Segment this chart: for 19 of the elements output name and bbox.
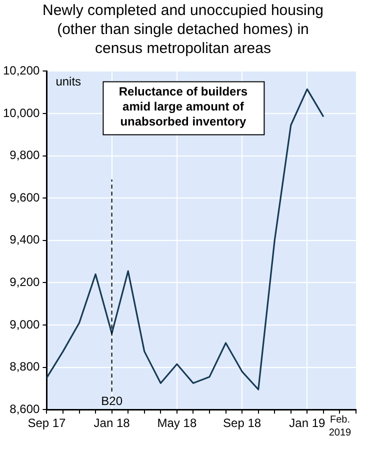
annotation: units xyxy=(56,74,82,89)
x-tick-label: Sep 18 xyxy=(223,416,262,430)
x-tick-label: May 18 xyxy=(157,416,197,430)
y-tick-label: 10,200 xyxy=(3,64,40,78)
x-tick-label: Sep 17 xyxy=(28,416,66,430)
y-tick-label: 9,200 xyxy=(10,275,40,290)
annotation: Reluctance of builders amid large amount of unabsorbed inventory xyxy=(118,84,248,129)
y-tick-label: 9,600 xyxy=(10,190,40,204)
y-tick-label: 9,000 xyxy=(10,317,40,332)
x-tick-label: Jan 19 xyxy=(289,416,326,430)
y-tick-label: 8,600 xyxy=(10,402,40,416)
y-tick-label: 8,800 xyxy=(10,360,40,374)
text: Feb. 2019 xyxy=(328,414,352,438)
ref-line-label: B20 xyxy=(101,394,123,408)
x-tick-label: Jan 18 xyxy=(94,416,130,430)
y-tick-label: 9,400 xyxy=(10,232,40,247)
y-tick-label: 9,800 xyxy=(10,148,40,162)
y-tick-label: 10,000 xyxy=(3,106,40,120)
chart-title: Newly completed and unoccupied housing (other than single detached homes) in census metropolitan areas xyxy=(41,1,324,59)
